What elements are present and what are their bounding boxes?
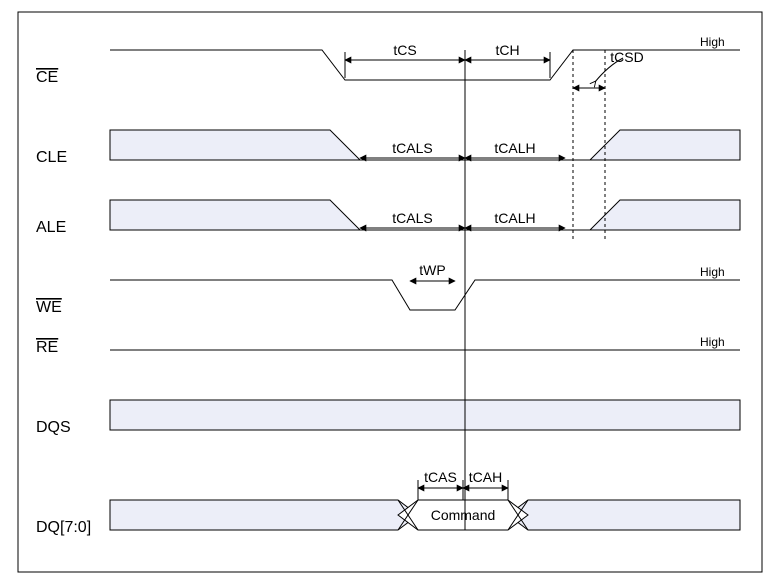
dim-tCALS2-label: tCALS	[392, 210, 432, 226]
dim-tCH: tCH	[465, 42, 550, 60]
bus-DQ-right	[508, 500, 740, 530]
dim-tCS-label: tCS	[393, 42, 416, 58]
dim-tWP: tWP	[410, 262, 455, 281]
label-CLE: CLE	[36, 149, 67, 166]
signal-DQ: DQ[7:0] Command	[36, 500, 740, 536]
label-DQ: DQ[7:0]	[36, 519, 91, 536]
dim-tCALS1: tCALS	[360, 140, 465, 158]
dim-tCALH2-label: tCALH	[494, 210, 535, 226]
high-text-CE: High	[700, 35, 725, 49]
dim-tCSD: tCSD	[573, 49, 644, 88]
dim-tCAS-label: tCAS	[424, 469, 457, 485]
label-CE: CE	[36, 69, 58, 86]
wave-WE	[110, 280, 740, 310]
label-DQS: DQS	[36, 419, 71, 436]
dim-tCALH1-label: tCALH	[494, 140, 535, 156]
dim-tWP-label: tWP	[419, 262, 445, 278]
dim-tCALH1: tCALH	[465, 140, 565, 158]
dim-tCALS2: tCALS	[360, 210, 465, 228]
dim-tCAH: tCAH	[463, 469, 508, 488]
dq-command-label: Command	[431, 507, 496, 523]
dim-tCSD-label: tCSD	[610, 49, 643, 65]
signal-DQS: DQS	[36, 400, 740, 436]
diagram-frame	[18, 12, 762, 572]
signal-ALE: ALE	[36, 200, 740, 236]
dim-tCAH-label: tCAH	[469, 469, 502, 485]
wave-CE	[110, 50, 740, 80]
bus-DQ-left	[110, 500, 418, 530]
dim-tCH-label: tCH	[495, 42, 519, 58]
bus-DQS	[110, 400, 740, 430]
label-WE: WE	[36, 299, 62, 316]
dim-tCALS1-label: tCALS	[392, 140, 432, 156]
dim-tCAS: tCAS	[418, 469, 463, 488]
high-text-RE: High	[700, 335, 725, 349]
signal-CLE: CLE	[36, 130, 740, 166]
signal-RE: RE High	[36, 335, 740, 356]
dim-tCALH2: tCALH	[465, 210, 565, 228]
signal-WE: WE High	[36, 265, 740, 316]
dim-tCS: tCS	[345, 42, 465, 60]
high-text-WE: High	[700, 265, 725, 279]
label-ALE: ALE	[36, 219, 66, 236]
label-RE: RE	[36, 339, 58, 356]
